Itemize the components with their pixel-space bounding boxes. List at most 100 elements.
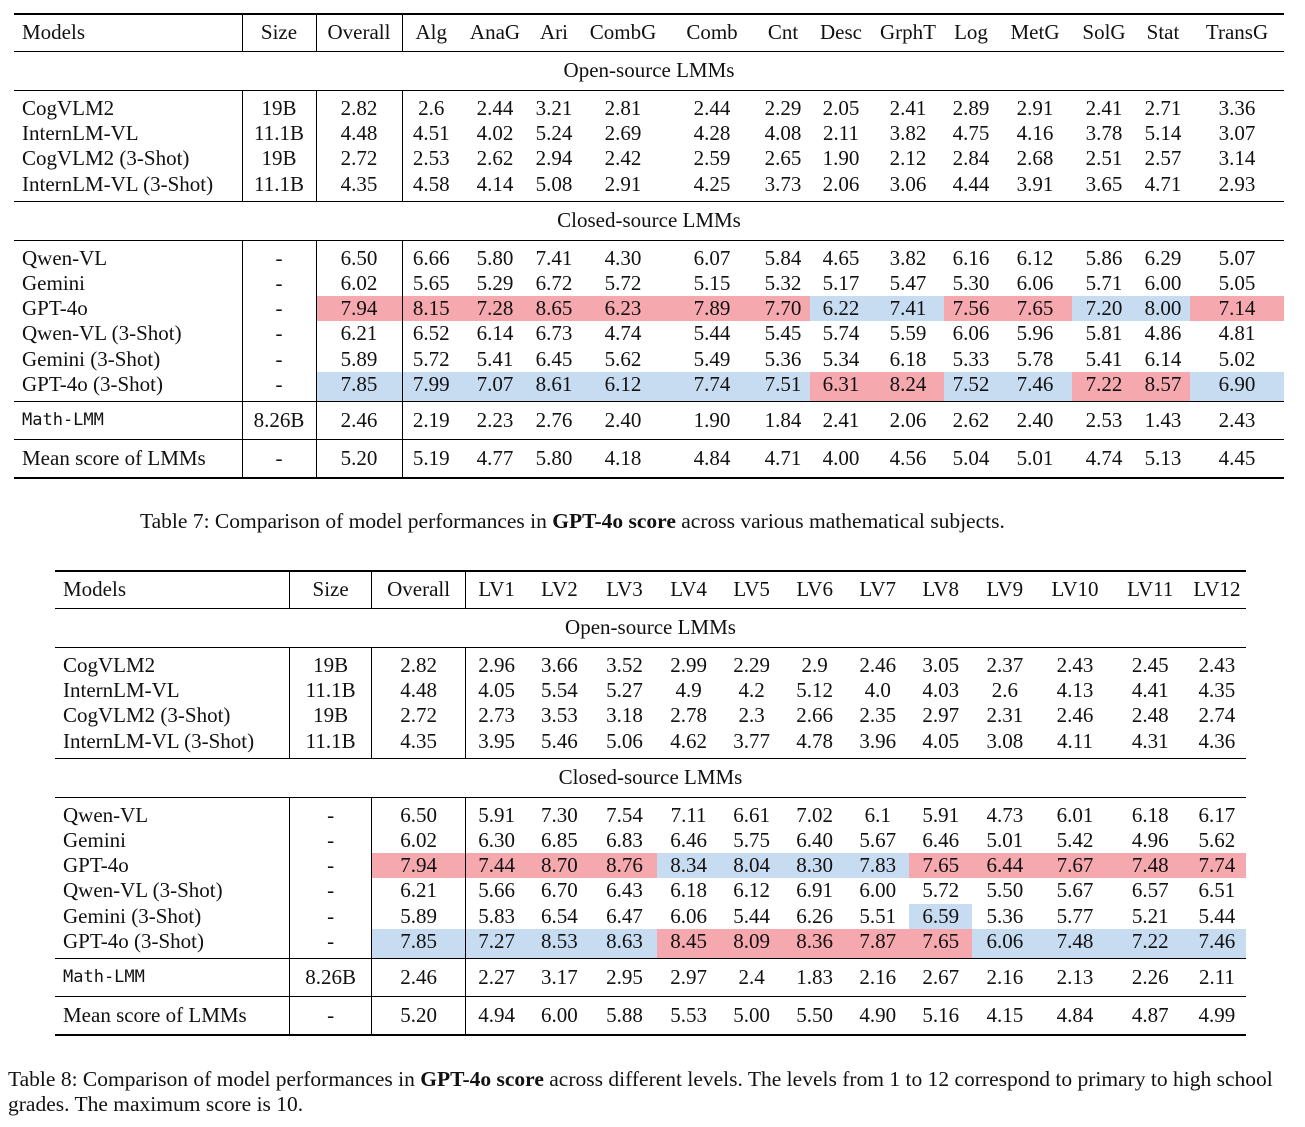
score-cell: 7.56 [944,296,998,322]
score-cell: - [241,296,317,322]
score-cell: 5.16 [922,1002,960,1027]
score-cell: - [241,271,317,297]
score-cell: 4.03 [922,678,960,703]
score-cell: 5.24 [535,121,573,146]
score-cell: 5.50 [796,1002,834,1027]
score-cell: 7.28 [460,296,530,322]
score-cell: 2.68 [1016,146,1054,171]
score-cell: 5.06 [591,728,658,759]
score-cell: 5.72 [604,271,642,296]
score-cell: 4.87 [1131,1002,1169,1027]
score-cell: 5.53 [670,1002,707,1027]
score-cell: 2.44 [693,96,731,120]
score-cell: 7.74 [1187,853,1246,879]
table-row: InternLM-VL 11.1B 4.48 4.51 4.02 5.24 2.69 4.28… [14,121,1284,147]
score-cell: 11.1B [289,728,372,759]
table-row: InternLM-VL (3-Shot) 11.1B 4.35 4.58 4.14 5.0… [14,171,1284,202]
score-cell: - [289,878,372,904]
score-cell: 4.77 [476,445,514,470]
score-cell: 8.61 [530,371,578,403]
score-cell: 4.62 [657,728,721,759]
model-name: Qwen-VL [63,802,149,827]
column-header: Cnt [756,14,810,52]
model-name: CogVLM2 (3-Shot) [22,146,190,171]
column-header: LV5 [720,571,784,609]
score-cell: 2.16 [972,958,1038,998]
score-cell: 3.77 [720,728,784,759]
score-cell: 6.18 [889,346,927,371]
model-name: Math-LMM [55,958,290,998]
score-cell: 4.35 [1198,678,1236,703]
table-row: Mean score of LMMs -5.20 5.19 4.77 5.80 4.18 4… [14,439,1284,479]
score-cell: 8.57 [1136,371,1190,403]
score-cell: 2.29 [733,653,770,677]
section-title: Open-source LMMs [14,51,1284,91]
score-cell: 3.08 [972,728,1038,759]
score-cell: 2.97 [657,958,721,998]
score-cell: 3.18 [606,703,643,728]
score-cell: 3.66 [541,653,578,677]
score-cell: 7.65 [909,853,973,879]
score-cell: 7.22 [1072,371,1136,403]
score-cell: 4.71 [1136,171,1190,202]
column-header: Alg [402,14,460,52]
column-header: LV2 [526,571,592,609]
table-8-caption: Table 8: Comparison of model performance… [8,1067,1298,1117]
score-cell: 7.89 [668,296,756,322]
score-cell: 6.90 [1190,371,1284,403]
model-name: InternLM-VL [22,121,139,146]
column-header: SolG [1072,14,1136,52]
score-cell: 2.11 [1187,958,1246,998]
model-name: Gemini [63,828,126,853]
score-cell: 19B [241,90,317,122]
score-cell: 4.48 [371,678,467,704]
score-cell: - [289,828,372,854]
model-name: Mean score of LMMs [22,445,206,470]
score-cell: 8.30 [783,853,847,879]
model-name: CogVLM2 (3-Shot) [63,703,231,728]
score-cell: 8.53 [526,928,592,960]
score-cell: 2.78 [670,703,707,728]
score-cell: 4.74 [1085,445,1123,470]
score-cell: 7.11 [670,802,707,827]
score-cell: 2.45 [1131,653,1169,677]
score-cell: 4.9 [675,678,702,703]
score-cell: 5.20 [316,439,403,479]
score-cell: 5.54 [541,678,578,703]
score-cell: 4.15 [986,1002,1024,1027]
score-cell: 4.14 [460,171,530,202]
score-cell: 3.07 [1218,121,1256,146]
score-cell: 2.4 [720,958,784,998]
table-row: CogVLM2 (3-Shot) 19B 2.72 2.53 2.62 2.94 2.42 2… [14,146,1284,172]
section-title: Closed-source LMMs [55,758,1246,798]
score-cell: 3.53 [541,703,578,728]
score-cell: 5.12 [796,678,834,703]
score-cell: 5.45 [764,321,802,346]
score-cell: 4.18 [604,445,642,470]
score-cell: 7.85 [371,928,467,960]
score-cell: 6.06 [972,928,1038,960]
score-cell: 2.05 [822,96,860,120]
score-cell: 8.70 [526,853,592,879]
score-cell: 19B [289,703,372,729]
column-header: LV9 [972,571,1038,609]
score-cell: 4.35 [371,728,467,759]
table-row: Math-LMM 8.26B 2.46 2.27 3.17 2.95 2.97 2.4 1.83… [55,958,1246,998]
score-cell: 2.41 [889,96,927,120]
model-name: InternLM-VL (3-Shot) [55,728,290,759]
score-cell: 2.57 [1144,146,1182,171]
score-cell: 5.49 [693,346,731,371]
score-cell: 3.21 [535,96,573,120]
score-cell: 2.93 [1190,171,1284,202]
score-cell: 3.17 [526,958,592,998]
score-cell: 6.83 [606,828,643,853]
score-cell: - [241,371,317,403]
column-header: MetG [998,14,1072,52]
score-cell: 6.31 [810,371,872,403]
score-cell: 6.43 [606,878,643,903]
score-cell: 4.0 [864,678,891,703]
score-cell: 4.75 [952,121,990,146]
score-cell: 4.78 [783,728,847,759]
column-header: LV6 [783,571,847,609]
score-cell: 5.41 [476,346,514,371]
